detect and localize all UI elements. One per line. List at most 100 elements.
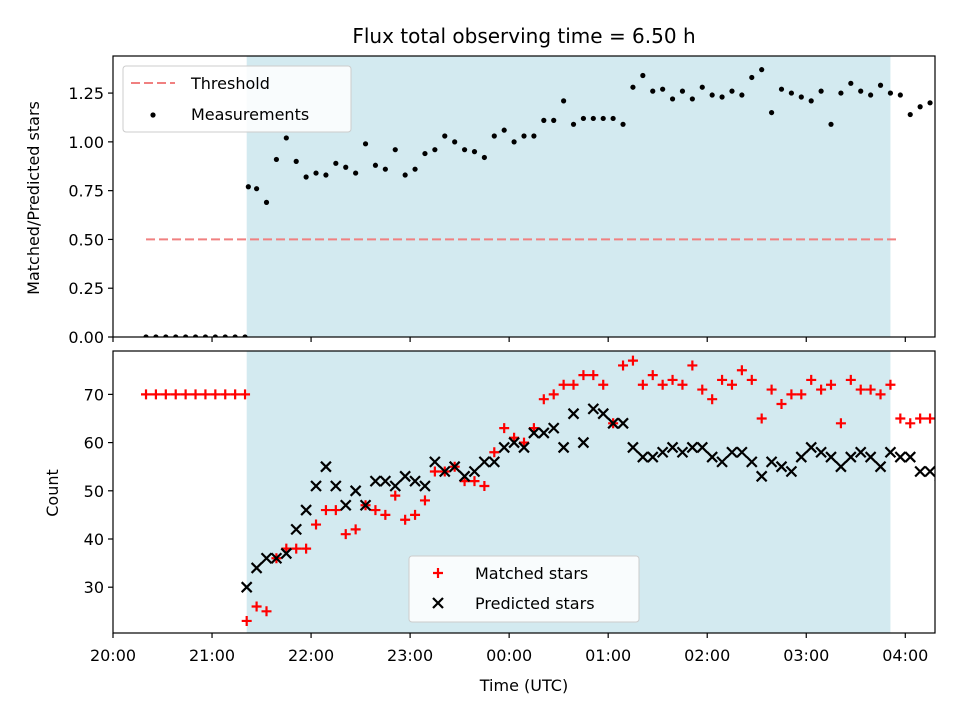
predicted-star-point (577, 436, 590, 449)
measurement-point (392, 147, 398, 153)
measurement-point (382, 166, 388, 172)
bottom-y-tick-label: 70 (84, 385, 104, 404)
measurement-point (679, 88, 686, 94)
predicted-star-point (854, 446, 867, 459)
top-y-tick-label: 0.25 (68, 279, 104, 298)
predicted-star-point (448, 460, 461, 473)
predicted-star-point (627, 441, 639, 454)
measurement-point (719, 94, 725, 100)
bottom-y-tick-label: 30 (84, 578, 104, 597)
matched-star-point (141, 389, 152, 400)
matched-star-point (469, 476, 480, 487)
measurement-point (808, 98, 814, 104)
predicted-star-point (765, 456, 778, 468)
matched-star-point (429, 466, 440, 477)
top-panel: 0.00 0.25 0.50 0.75 1.00 1.25 Threshold Measure… (68, 55, 936, 347)
predicted-star-point (617, 417, 629, 430)
measurement-point (163, 334, 169, 337)
top-y-tick-label: 0.50 (68, 230, 104, 249)
measurement-point (143, 334, 149, 337)
measurement-point (402, 172, 408, 178)
bottom-series-x (240, 403, 935, 593)
matched-star-point (806, 374, 817, 385)
measurement-point (471, 149, 478, 155)
predicted-star-point (557, 441, 570, 454)
x-axis-label: Time (UTC) (479, 676, 568, 695)
chart-title: Flux total observing time = 6.50 h (352, 24, 695, 48)
measurement-point (442, 133, 448, 139)
matched-star-point (291, 543, 302, 554)
bottom-y-tick-label: 40 (84, 530, 104, 549)
predicted-star-point (240, 581, 253, 593)
measurement-point (650, 88, 656, 94)
measurement-point (183, 334, 189, 337)
matched-star-point (667, 374, 678, 385)
measurement-point (273, 156, 280, 163)
matched-star-point (726, 379, 737, 390)
matched-star-point (150, 389, 161, 400)
top-y-axis-label: Matched/Predicted stars (24, 101, 43, 295)
predicted-star-point (874, 460, 887, 473)
matched-star-point (637, 379, 648, 390)
predicted-star-point (409, 475, 421, 487)
measurement-point (343, 164, 349, 170)
predicted-star-point (458, 470, 471, 483)
predicted-star-point (438, 465, 451, 478)
x-tick-label: 23:00 (387, 646, 433, 665)
matched-star-point (736, 365, 747, 376)
predicted-star-point (706, 451, 718, 463)
predicted-star-point (904, 451, 917, 463)
matched-star-point (230, 389, 241, 400)
matched-star-point (697, 384, 708, 395)
measurement-point (570, 121, 577, 127)
matched-star-point (200, 389, 211, 400)
measurement-point (739, 92, 745, 98)
predicted-star-point (300, 504, 312, 516)
measurement-point (313, 170, 319, 176)
measurement-point (333, 160, 339, 166)
x-tick-label: 02:00 (684, 646, 730, 665)
matched-star-point (190, 389, 201, 400)
matched-star-point (220, 389, 231, 400)
measurement-point (531, 133, 537, 139)
measurement-point (432, 147, 438, 153)
matched-star-point (855, 384, 866, 395)
predicted-star-point (775, 460, 788, 473)
measurement-point (848, 80, 854, 86)
measurement-point (759, 67, 765, 73)
bottom-y-tick-label: 60 (84, 434, 104, 453)
matched-star-point (241, 615, 252, 626)
measurement-point (551, 117, 557, 123)
predicted-star-point (468, 465, 481, 478)
measurement-point (491, 133, 497, 139)
top-observing-window (246, 56, 891, 337)
measurement-point (212, 334, 218, 337)
matched-star-point (210, 389, 221, 400)
predicted-star-point (666, 441, 679, 454)
measurement-point (640, 72, 646, 79)
predicted-star-point (656, 446, 669, 459)
measurement-point (293, 158, 299, 164)
measurement-point (541, 117, 547, 123)
measurement-point (828, 121, 834, 127)
predicted-star-point (270, 552, 283, 565)
predicted-star-point (320, 460, 332, 473)
predicted-star-point (924, 465, 935, 478)
top-y-tick-label: 0.75 (68, 182, 104, 201)
predicted-star-point (310, 480, 322, 492)
predicted-star-point (528, 427, 540, 439)
matched-star-point (756, 413, 767, 424)
legend-measurements-label: Measurements (191, 105, 309, 124)
measurement-point (561, 98, 567, 104)
matched-star-point (558, 379, 569, 390)
matched-star-point (261, 606, 272, 617)
matched-star-point (845, 374, 856, 385)
measurement-point (173, 334, 179, 337)
matched-star-point (311, 519, 322, 530)
matched-star-point (776, 399, 787, 410)
measurement-point (699, 84, 705, 90)
x-tick-label: 03:00 (783, 646, 829, 665)
top-y-tick-label: 0.00 (68, 328, 104, 347)
measurement-point (192, 334, 199, 337)
